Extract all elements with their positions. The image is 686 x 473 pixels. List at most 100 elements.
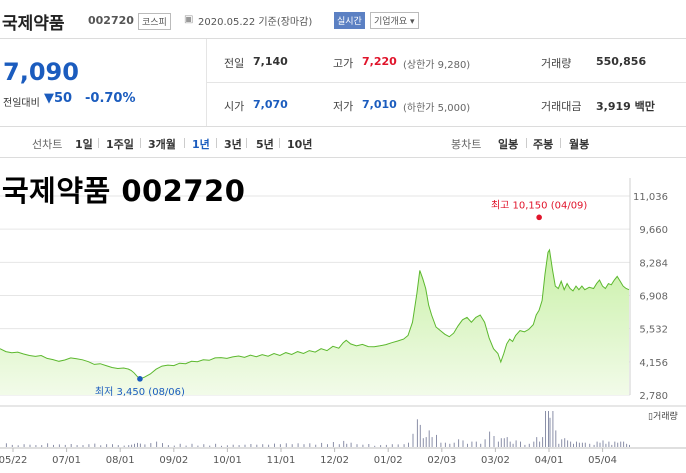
volume-bar xyxy=(221,445,222,447)
volume-bar xyxy=(503,438,505,447)
volume-bar xyxy=(548,411,549,447)
open-label: 시가 xyxy=(224,100,245,113)
y-tick-label: 11,036 xyxy=(633,192,668,203)
volume-bar xyxy=(250,444,252,447)
volume-bar xyxy=(23,444,25,447)
volume-bar xyxy=(179,443,181,447)
volume-bar xyxy=(493,436,495,447)
tab-1y[interactable]: 1년 xyxy=(192,138,210,151)
y-tick-label: 2,780 xyxy=(639,391,668,402)
volume-bar xyxy=(327,444,328,447)
volume-bar xyxy=(128,445,130,447)
volume-bar xyxy=(584,442,586,447)
volume-bar xyxy=(173,445,175,447)
market-badge: 코스피 xyxy=(138,13,171,30)
prev-close-label: 전일 xyxy=(224,57,245,70)
tab-1d[interactable]: 1일 xyxy=(75,138,93,151)
volume-bar xyxy=(629,444,630,447)
volume-bar xyxy=(137,442,138,447)
low-label: 저가 xyxy=(333,100,354,113)
tab-3m[interactable]: 3개월 xyxy=(148,138,176,151)
x-tick-label: 05/22 xyxy=(0,455,27,466)
volume-bar xyxy=(185,445,187,447)
volume-bar xyxy=(620,441,622,447)
volume-bar xyxy=(412,433,414,447)
volume-bar xyxy=(244,444,246,447)
volume-bar xyxy=(480,443,482,447)
change-percent: -0.70% xyxy=(85,91,136,106)
x-tick-label: 11/01 xyxy=(267,455,296,466)
volume-bar xyxy=(315,444,317,447)
trade-value-label: 거래대금 xyxy=(541,100,582,113)
tab-5y[interactable]: 5년 xyxy=(256,138,274,151)
volume-bar xyxy=(53,444,54,447)
volume-bar xyxy=(332,442,334,447)
prev-close-value: 7,140 xyxy=(253,55,288,68)
x-tick-label: 03/02 xyxy=(481,455,510,466)
change-label: 전일대비 xyxy=(3,98,40,109)
x-tick-label: 01/02 xyxy=(374,455,403,466)
volume-bar xyxy=(416,419,418,447)
volume-bar xyxy=(156,441,158,447)
volume-bar xyxy=(436,434,437,447)
max-label: 최고 10,150 (04/09) xyxy=(491,199,587,211)
volume-bar xyxy=(139,443,141,447)
volume-bar xyxy=(623,441,625,447)
volume-bar xyxy=(356,444,358,447)
volume-bar xyxy=(536,437,538,447)
x-tick-label: 08/01 xyxy=(106,455,135,466)
volume-bar xyxy=(47,443,49,447)
volume-bar xyxy=(309,443,311,447)
tab-monthly[interactable]: 월봉 xyxy=(569,138,590,151)
volume-bar xyxy=(515,440,517,447)
volume-bar xyxy=(215,443,217,447)
volume-bar xyxy=(626,443,628,447)
volume-bar xyxy=(605,443,607,447)
volume-bar xyxy=(512,443,514,447)
tab-10y[interactable]: 10년 xyxy=(287,138,313,151)
x-tick-label: 12/02 xyxy=(320,455,349,466)
y-tick-label: 4,156 xyxy=(639,358,668,369)
volume-bar xyxy=(385,444,387,447)
y-tick-label: 6,908 xyxy=(639,292,668,303)
upper-limit: (상한가 9,280) xyxy=(403,60,471,71)
y-axis-ticks: 11,036 9,660 8,284 6,908 5,532 4,156 2,780 xyxy=(633,192,668,402)
volume-bar xyxy=(453,442,455,447)
volume-bar xyxy=(391,444,393,447)
volume-bar xyxy=(134,443,135,447)
volume-bar xyxy=(197,445,199,447)
volume-bar xyxy=(82,445,84,447)
volume-bar xyxy=(144,444,146,447)
volume-bar xyxy=(338,444,340,447)
volume-bar xyxy=(509,441,511,447)
volume-bar xyxy=(581,442,583,447)
tab-daily[interactable]: 일봉 xyxy=(498,138,519,151)
volume-bar xyxy=(279,444,281,447)
volume-bar xyxy=(64,444,66,447)
high-value: 7,220 xyxy=(362,55,397,68)
volume-bar xyxy=(599,442,601,447)
volume-bar xyxy=(596,441,598,447)
volume-bar xyxy=(533,441,535,447)
tab-weekly[interactable]: 주봉 xyxy=(533,138,554,151)
volume-bar xyxy=(94,443,96,447)
company-overview-button[interactable]: 기업개요 ▾ xyxy=(370,12,419,29)
volume-bar xyxy=(162,443,163,447)
volume-bar xyxy=(131,444,133,447)
volume-bar xyxy=(285,443,287,447)
volume-bar xyxy=(150,443,152,447)
realtime-button[interactable]: 실시간 xyxy=(334,12,365,29)
volume-bar xyxy=(203,444,205,447)
volume-bar xyxy=(350,442,352,447)
tab-1w[interactable]: 1주일 xyxy=(106,138,134,151)
volume-bar xyxy=(440,442,442,447)
volume-bar xyxy=(520,441,521,447)
tab-3y[interactable]: 3년 xyxy=(224,138,242,151)
stock-name: 국제약품 xyxy=(2,14,65,34)
volume-bar xyxy=(484,439,486,447)
x-tick-label: 09/02 xyxy=(159,455,188,466)
lower-limit: (하한가 5,000) xyxy=(403,103,471,114)
volume-bar xyxy=(408,442,409,447)
volume-bar xyxy=(123,445,125,447)
volume-bar xyxy=(449,443,451,447)
